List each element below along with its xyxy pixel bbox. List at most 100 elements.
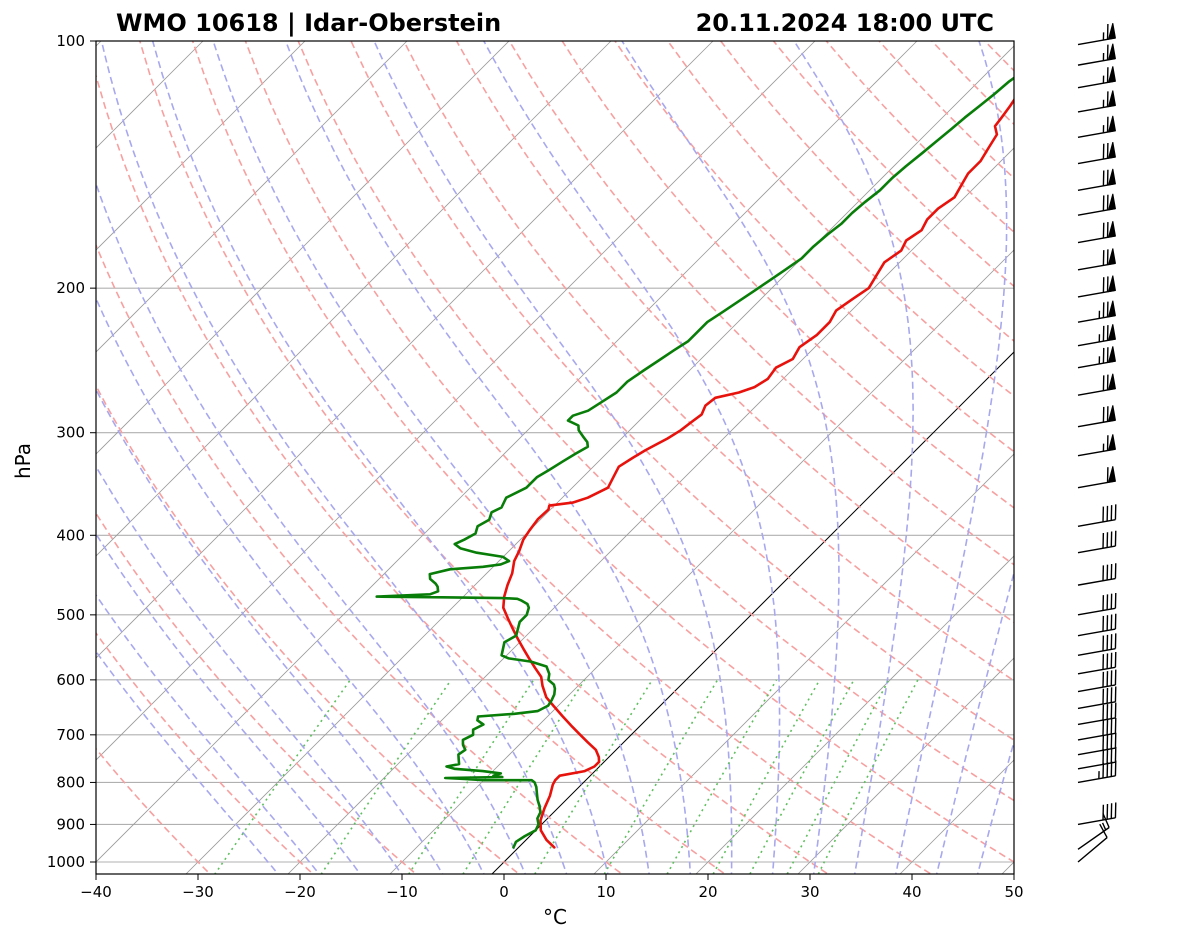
- wind-barb-staff: [1077, 717, 1116, 726]
- wind-barb-pennant: [1107, 248, 1117, 266]
- wind-barb: [1077, 466, 1117, 489]
- wind-barb: [1077, 346, 1117, 369]
- y-axis: 1000 900 800 700 600 500 400 300 200 100: [47, 32, 96, 871]
- moist-adiabat-line: [793, 41, 914, 874]
- y-tick-label: 500: [56, 606, 85, 624]
- x-tick-label: 50: [1004, 883, 1023, 901]
- mixing-ratio-line: [666, 679, 778, 874]
- wind-barb-staff: [1077, 701, 1116, 710]
- wind-barb-pennant: [1107, 90, 1117, 108]
- wind-barb: [1077, 746, 1117, 770]
- wind-barb: [1077, 530, 1117, 554]
- wind-barb-staff: [1077, 647, 1116, 656]
- moist-adiabat-line: [894, 41, 1008, 874]
- wind-barb: [1077, 142, 1117, 165]
- wind-barb: [1077, 592, 1117, 616]
- wind-barb-staff: [1077, 666, 1116, 675]
- isotherm-line: [96, 41, 816, 761]
- moist-adiabat-line: [284, 41, 692, 874]
- dry-adiabat-line: [455, 41, 1014, 624]
- dry-adiabat-line: [244, 41, 1014, 863]
- x-tick-label: 0: [499, 883, 509, 901]
- y-axis-label: hPa: [11, 443, 35, 479]
- moist-adiabat-line: [976, 739, 1014, 874]
- wind-barb: [1077, 613, 1117, 637]
- wind-barb-pennant: [1107, 142, 1117, 159]
- wind-barb-pennant: [1107, 193, 1117, 211]
- moist-adiabat-line: [621, 41, 840, 874]
- wind-barb-staff: [1077, 628, 1116, 637]
- wind-barb: [1077, 633, 1117, 656]
- y-tick-label: 300: [56, 424, 85, 442]
- moist-adiabat-line: [935, 569, 1014, 874]
- wind-barb-pennant: [1107, 221, 1117, 238]
- moist-adiabat-line: [96, 296, 485, 874]
- wind-barb: [1077, 221, 1117, 244]
- zero-isotherm: [491, 351, 1014, 874]
- wind-barb-pennant: [1107, 66, 1117, 83]
- x-tick-label: −10: [386, 883, 418, 901]
- moist-adiabat-line: [96, 593, 321, 874]
- wind-barb-staff: [1077, 837, 1108, 863]
- wind-barb: [1077, 686, 1117, 710]
- plot-frame: [95, 40, 1015, 875]
- wind-barb-pennant: [1107, 115, 1117, 133]
- wind-barb-staff: [1077, 545, 1116, 554]
- sounding-profiles: [375, 76, 1014, 849]
- isotherm-line: [593, 453, 1014, 874]
- wind-barb: [1077, 275, 1117, 298]
- wind-barb-staff: [1077, 684, 1116, 693]
- wind-barbs: [1077, 23, 1117, 863]
- wind-barb-staff: [1077, 775, 1116, 784]
- wind-barb: [1077, 23, 1117, 46]
- dry-adiabat-line: [96, 747, 212, 874]
- y-tick-label: 200: [56, 279, 85, 297]
- x-tick-label: 20: [698, 883, 717, 901]
- isotherm-line: [96, 41, 306, 251]
- isotherm-line: [389, 249, 1014, 874]
- wind-barb-staff: [1077, 607, 1116, 616]
- x-axis: −40 −30 −20 −10 0 10 20 30 40 50: [80, 874, 1024, 901]
- wind-barb-half-flag: [1101, 822, 1107, 831]
- y-tick-label: 700: [56, 726, 85, 744]
- moist-adiabat-line: [96, 181, 527, 874]
- wind-barb-staff: [1077, 761, 1116, 770]
- mixing-ratio-line: [462, 679, 586, 874]
- moist-adiabat-line: [483, 41, 781, 874]
- wind-barb: [1077, 373, 1117, 396]
- x-tick-label: −20: [284, 883, 316, 901]
- wind-barb-pennant: [1107, 466, 1117, 483]
- wind-barb: [1077, 90, 1117, 113]
- moist-adiabat-line: [100, 41, 568, 874]
- mixing-ratio-line: [817, 679, 919, 874]
- wind-barb: [1077, 168, 1117, 191]
- y-tick-label: 900: [56, 815, 85, 833]
- y-tick-label: 600: [56, 671, 85, 689]
- mixing-ratio-line: [786, 679, 890, 874]
- dry-adiabat-line: [614, 41, 1014, 453]
- moist-adiabat-line: [96, 464, 403, 874]
- wind-barb: [1077, 760, 1117, 784]
- isotherm-line: [185, 45, 1014, 874]
- temperature-profile: [502, 97, 1014, 849]
- chart-title-station: WMO 10618 | Idar-Oberstein: [116, 9, 501, 37]
- dry-adiabat-line: [96, 511, 418, 874]
- wind-barb-staff: [1077, 732, 1116, 741]
- wind-barb: [1077, 732, 1117, 756]
- wind-barb-staff: [1077, 817, 1116, 826]
- wind-barb: [1077, 669, 1117, 693]
- isotherm-line: [96, 41, 714, 659]
- wind-barb: [1077, 504, 1117, 527]
- moist-adiabat-line: [373, 41, 733, 874]
- wind-barb: [1077, 66, 1117, 89]
- moist-adiabat-line: [151, 41, 609, 874]
- x-axis-label: °C: [543, 905, 567, 929]
- wind-barb-pennant: [1107, 275, 1117, 293]
- wind-barb: [1077, 434, 1117, 457]
- moist-adiabat-line: [96, 532, 362, 874]
- background-guides: [96, 41, 1014, 874]
- wind-barb-pennant: [1107, 23, 1117, 40]
- wind-barb-pennant: [1107, 373, 1117, 391]
- chart-title-datetime: 20.11.2024 18:00 UTC: [696, 9, 994, 37]
